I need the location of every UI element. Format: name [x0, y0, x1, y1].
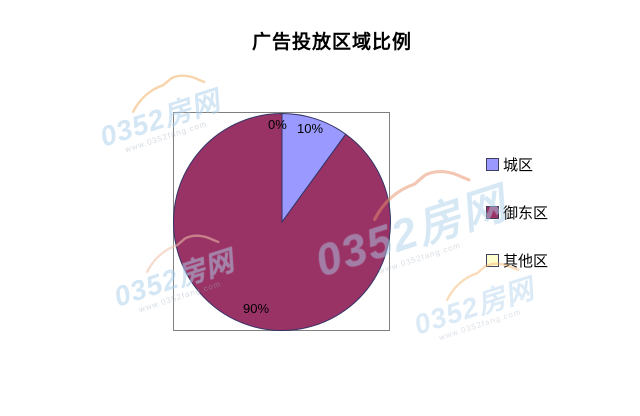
legend-item-other: 其他区 [486, 252, 549, 270]
legend-swatch-other [486, 253, 499, 267]
legend-label-other: 其他区 [503, 252, 549, 270]
data-label-yudong: 90% [243, 301, 270, 316]
legend-item-yudong: 御东区 [486, 204, 549, 222]
data-label-city: 10% [297, 121, 324, 136]
legend-label-city: 城区 [503, 156, 534, 174]
legend-item-city: 城区 [486, 156, 548, 174]
chart-title: 广告投放区域比例 [251, 32, 412, 53]
legend-label-yudong: 御东区 [503, 204, 549, 222]
data-label-other: 0% [268, 117, 287, 132]
legend-swatch-yudong [486, 205, 499, 219]
legend-swatch-city [486, 157, 499, 171]
legend: 城区 御东区 其他区 [486, 156, 548, 300]
